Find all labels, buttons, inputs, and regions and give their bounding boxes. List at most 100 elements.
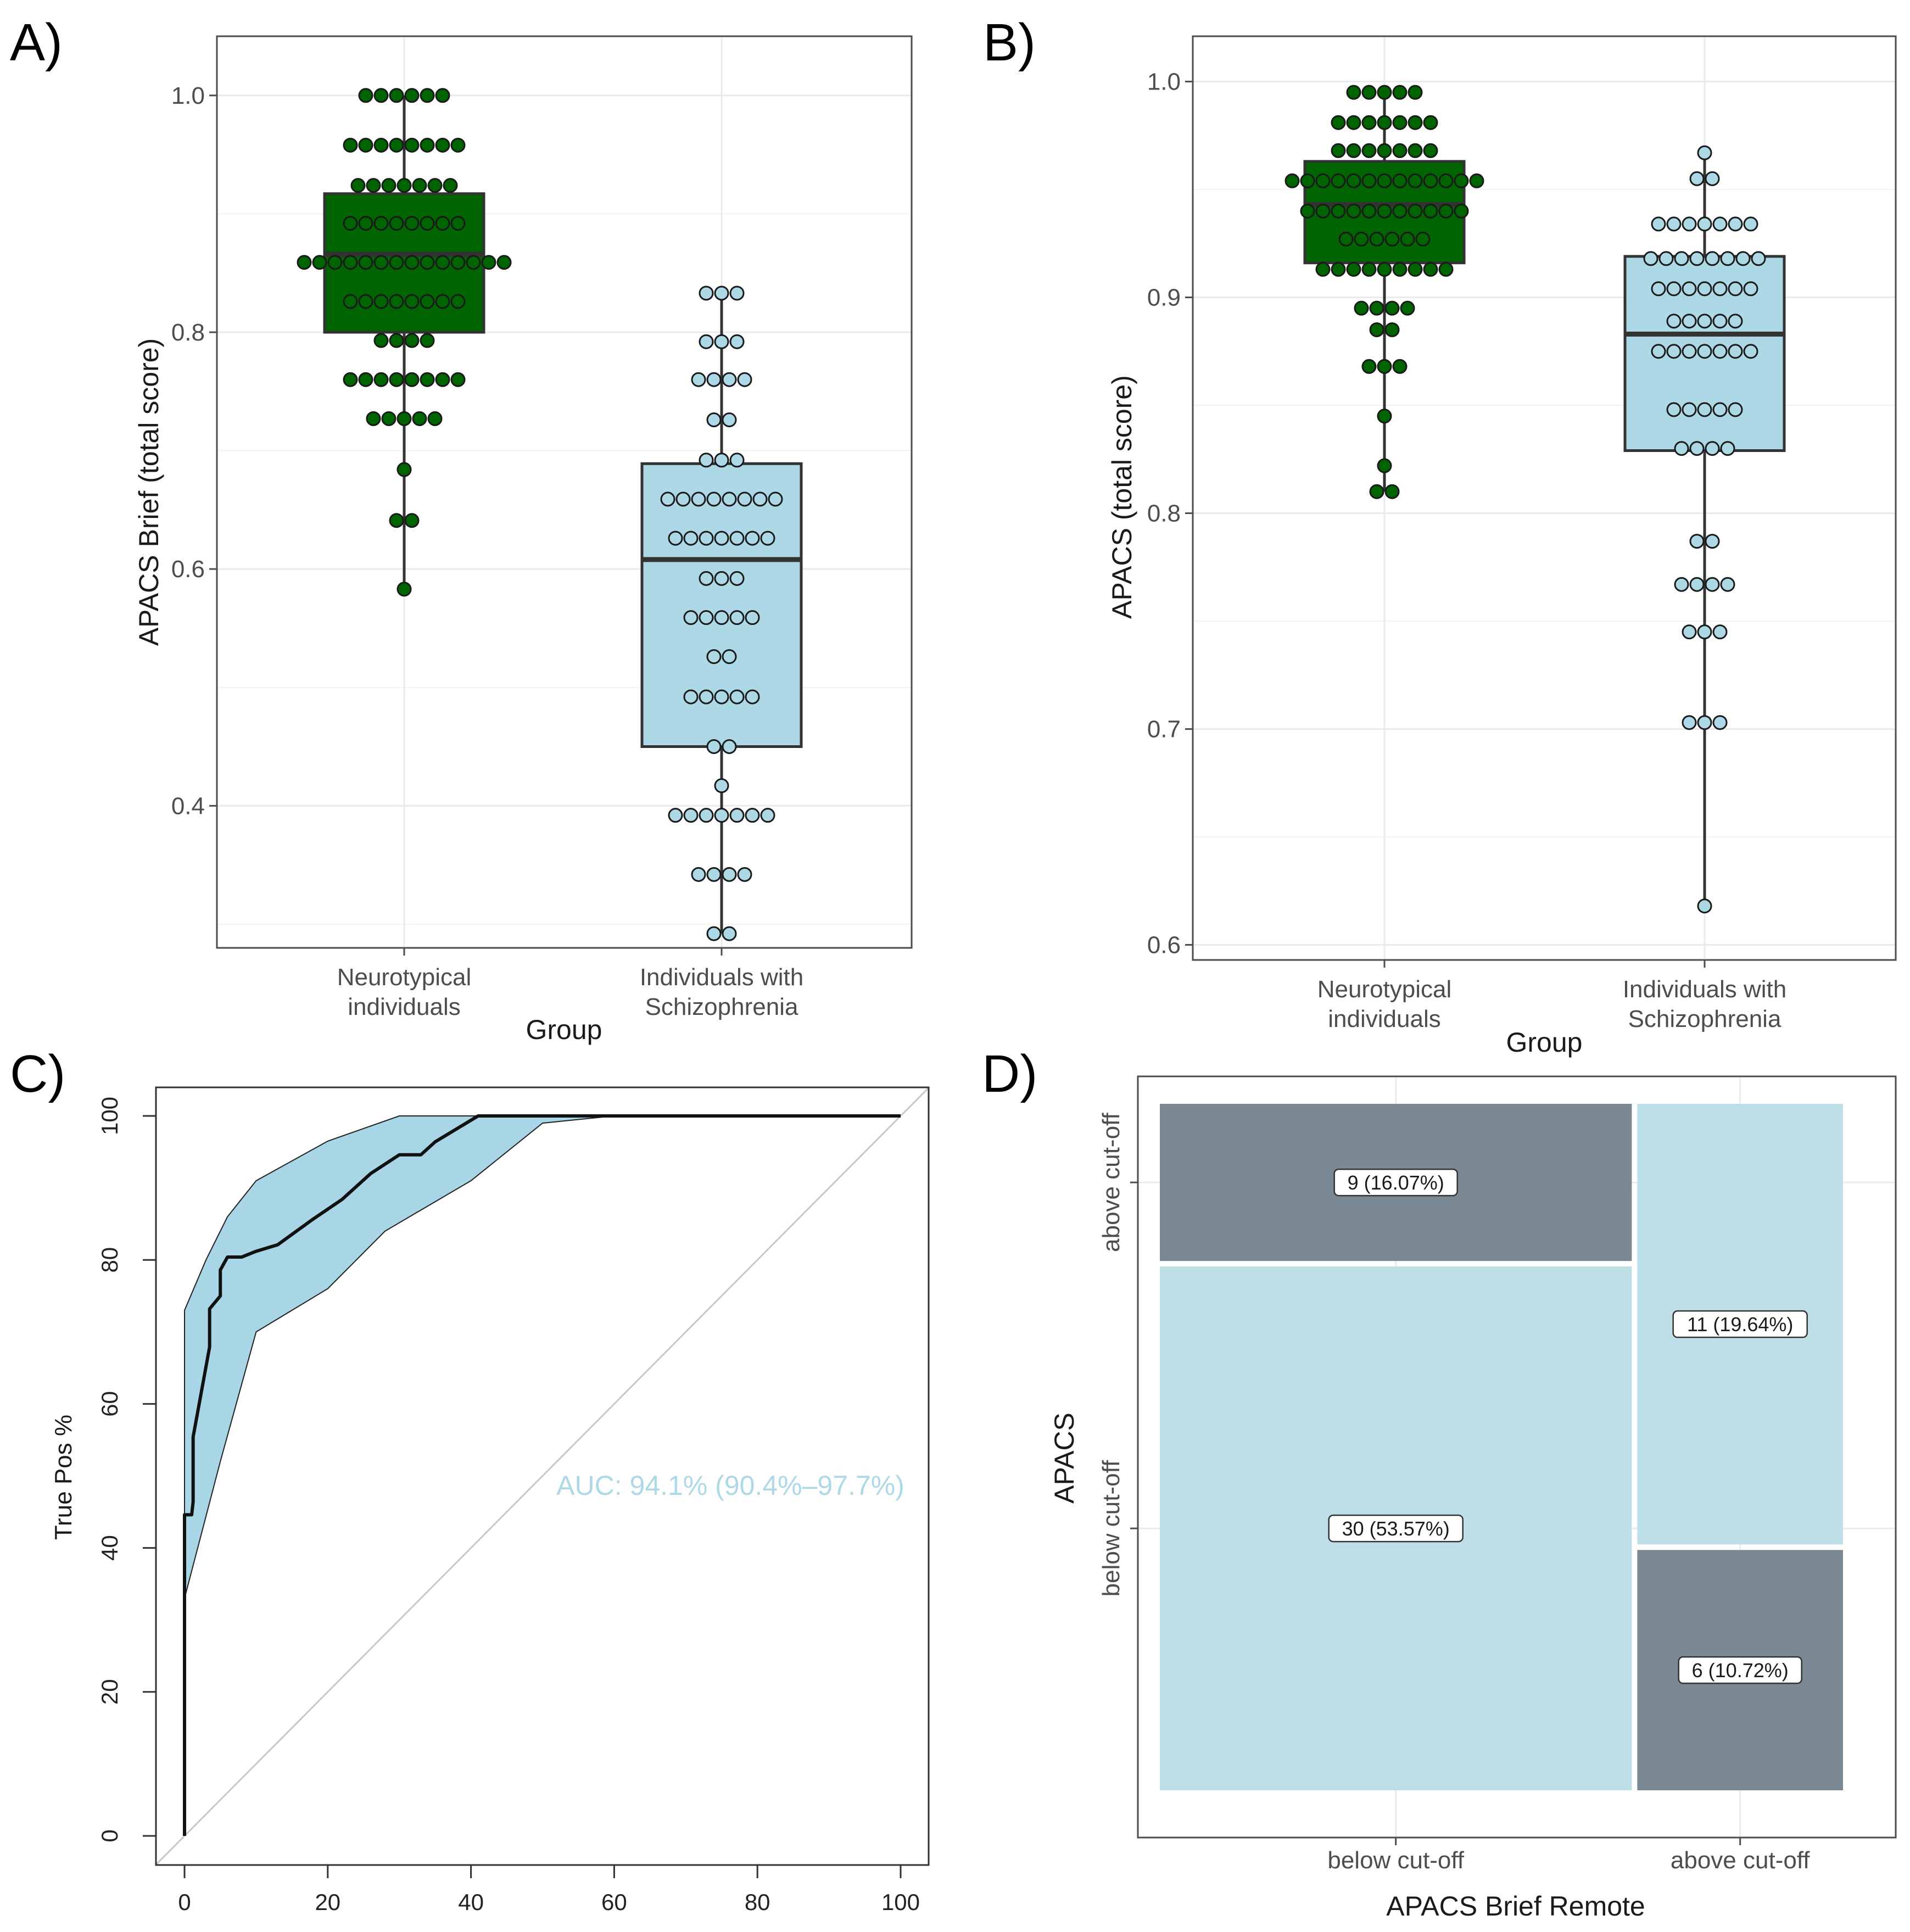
panel-a-data-point [745,808,760,823]
panel-b-data-point [1720,577,1735,592]
panel-a-data-point [699,610,714,626]
panel-b-data-point [1315,203,1331,219]
panel-a-data-point [450,137,466,153]
panel-a-data-point [683,610,699,626]
panel-b-data-point [1331,203,1346,219]
panel-b-data-point [1697,344,1712,359]
panel-b-data-point [1735,251,1751,266]
panel-a-y-tick-label: 0.8 [171,319,205,346]
panel-a-data-point [396,178,412,193]
panel-b-data-point [1392,85,1408,100]
panel-b-data-point [1346,115,1361,130]
panel-a-data-point [450,216,466,231]
panel-b-data-point [1377,458,1392,473]
panel-a-data-point [699,808,714,823]
panel-a-data-point [350,178,366,193]
panel-b-data-point [1400,231,1415,247]
panel-b-data-point [1689,441,1705,456]
panel-b-data-point [1689,171,1705,186]
panel-a-data-point [381,411,396,426]
panel-a-data-point [729,453,745,468]
panel-b-data-point [1666,216,1682,232]
panel-b-data-point [1751,251,1766,266]
panel-b-data-point [1346,261,1361,277]
panel-b-data-point [1682,715,1697,730]
panel-d-x-tick-label: below cut-off [1327,1847,1464,1874]
panel-a-data-point [404,255,420,270]
panel-b-x-tick-label: Neurotypical [1317,976,1452,1003]
panel-a-data-point [683,808,699,823]
panel-a-plot-frame [216,35,913,949]
panel-a-data-point [729,334,745,349]
panel-a-x-axis-title: Group [526,1014,602,1045]
panel-c-x-tick-label: 40 [458,1889,484,1915]
panel-b-data-point [1712,344,1728,359]
panel-a-data-point [706,867,722,882]
panel-a-data-point [691,492,706,507]
panel-b-data-point [1354,231,1369,247]
panel-a-data-point [381,178,396,193]
panel-a-data-point [404,372,420,387]
panel-b-data-point [1712,715,1728,730]
panel-b-data-point [1331,143,1346,158]
panel-a-data-point [373,372,389,387]
panel-a-data-point [435,216,450,231]
panel-d-cell-label: 6 (10.72%) [1692,1659,1789,1682]
panel-a-data-point [706,412,722,427]
panel-b-data-point [1392,359,1408,374]
panel-b-data-point [1743,216,1758,232]
panel-a-data-point [768,492,783,507]
panel-b-data-point [1666,344,1682,359]
panel-b-data-point [1469,173,1484,188]
panel-b-data-point [1377,261,1392,277]
panel-b-data-point [1408,173,1423,188]
panel-a-data-point [373,216,389,231]
panel-b-data-point [1369,231,1384,247]
panel-c-x-tick-label: 20 [315,1889,340,1915]
panel-b-data-point [1697,898,1712,914]
panel-b-data-point [1651,281,1666,297]
panel-a-data-point [699,453,714,468]
panel-a-data-point [396,582,412,597]
panel-a-data-point [699,571,714,586]
panel-b-data-point [1408,115,1423,130]
panel-b-data-point [1697,624,1712,640]
panel-b-data-point [1369,322,1384,337]
panel-a-data-point [358,216,373,231]
panel-b-data-point [1377,85,1392,100]
panel-a-data-point [714,778,729,794]
panel-a-data-point [722,492,737,507]
panel-d-y-axis-title: APACS [1049,1412,1080,1504]
panel-a-data-point [722,412,737,427]
panel-b-data-point [1651,344,1666,359]
panel-b-plot-area [1193,36,1896,960]
panel-b-data-point [1361,85,1377,100]
panel-a-data-point [722,649,737,665]
panel-b-data-point [1346,203,1361,219]
panel-b-data-point [1392,203,1408,219]
panel-a-x-tick-label: Schizophrenia [645,993,798,1020]
panel-b-data-point [1720,251,1735,266]
panel-b-data-point [1705,577,1720,592]
panel-b-data-point [1728,216,1743,232]
panel-b-data-point [1384,300,1400,316]
panel-a-data-point [412,411,427,426]
panel-c-x-tick-label: 100 [881,1889,920,1915]
panel-b-data-point [1743,281,1758,297]
panel-a-data-point [675,492,691,507]
panel-a-data-point [420,333,435,348]
panel-b-data-point [1361,203,1377,219]
panel-b-data-point [1666,402,1682,417]
panel-a-data-point [714,531,729,546]
panel-c-roc-curve [183,1114,901,1836]
panel-a-data-point [729,571,745,586]
panel-a-data-point [722,926,737,941]
panel-a-data-point [389,513,404,528]
panel-a-data-point [343,255,358,270]
panel-b-data-point [1300,203,1315,219]
panel-b-data-point [1423,203,1438,219]
panel-c-y-tick-label: 40 [97,1535,122,1561]
panel-c-y-tick-label: 80 [97,1247,122,1273]
